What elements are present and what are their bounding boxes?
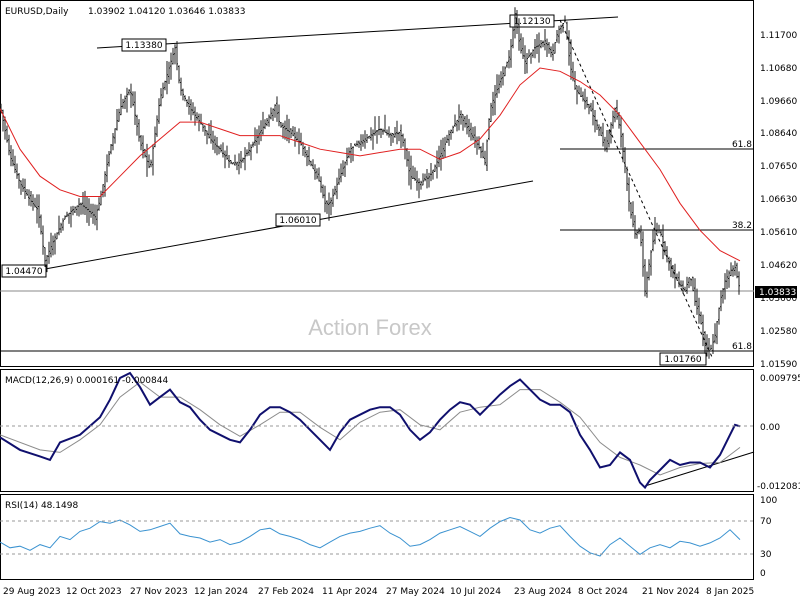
rsi-line [0, 516, 741, 557]
macd-main-line [0, 371, 741, 490]
symbol-label: EURUSD,Daily [5, 7, 69, 17]
swing-label-box [1, 264, 47, 278]
fib-label-38-2: 38.2 [732, 221, 752, 231]
macd-panel [0, 369, 754, 492]
price-tick: 1.10680 [760, 64, 797, 74]
date-tick: 8 Oct 2024 [578, 587, 628, 597]
rsi-axis: 100 70 30 0 [760, 496, 777, 579]
price-tick: 1.04620 [760, 261, 797, 271]
last-price-box [755, 286, 797, 298]
swing-label-box [121, 38, 167, 52]
price-tick: 1.03600 [760, 294, 797, 304]
date-tick: 21 Nov 2024 [642, 587, 700, 597]
moving-average-line [0, 67, 741, 262]
price-axis: 1.11700 1.10680 1.09660 1.08640 1.07650 … [755, 31, 797, 370]
price-tick: 1.01590 [760, 360, 797, 370]
macd-tick: -0.012081 [757, 482, 800, 492]
macd-axis: 0.009795 0.00 -0.012081 [757, 374, 800, 492]
price-tick: 1.02580 [760, 327, 797, 337]
price-tick: 1.07650 [760, 162, 797, 172]
date-tick: 27 May 2024 [386, 587, 445, 597]
date-tick: 12 Jan 2024 [194, 587, 248, 597]
swing-label-box [275, 213, 321, 227]
swing-label-box [509, 14, 555, 28]
price-tick: 1.06630 [760, 195, 797, 205]
macd-lines [0, 371, 741, 490]
rsi-tick: 100 [760, 496, 777, 506]
fib-label-61-8-lower: 61.8 [732, 342, 752, 352]
rsi-lines [0, 516, 741, 557]
swing-label-low-3: 1.01760 [664, 355, 701, 365]
swing-label-low-1: 1.06010 [279, 216, 316, 226]
date-tick: 10 Jul 2024 [450, 587, 501, 597]
swing-labels: 1.13380 1.12130 1.06010 1.04470 1.01760 [1, 14, 707, 366]
date-tick: 12 Oct 2023 [66, 587, 122, 597]
swing-label-box [659, 352, 707, 366]
fib-label-61-8-upper: 61.8 [732, 140, 752, 150]
rsi-tick: 0 [760, 569, 766, 579]
moving-average [0, 67, 741, 262]
swing-label-low-2: 1.04470 [5, 267, 42, 277]
date-tick: 23 Aug 2024 [514, 587, 572, 597]
date-axis: 29 Aug 2023 12 Oct 2023 27 Nov 2023 12 J… [3, 587, 754, 597]
date-tick: 8 Jan 2025 [706, 587, 754, 597]
price-tick: 1.11700 [760, 31, 797, 41]
last-price-label: 1.03833 [759, 288, 796, 298]
rsi-panel [0, 494, 754, 580]
macd-signal-line [0, 381, 741, 476]
rsi-tick: 70 [760, 517, 772, 527]
macd-tick: 0.009795 [760, 374, 800, 384]
swing-label-high-1: 1.13380 [125, 41, 162, 51]
ohlc-readout: 1.03902 1.04120 1.03646 1.03833 [88, 7, 245, 17]
macd-support-line [644, 451, 755, 487]
date-tick: 27 Feb 2024 [258, 587, 314, 597]
swing-label-high-2: 1.12130 [513, 17, 550, 27]
fib-levels [0, 148, 754, 352]
macd-tick: 0.00 [760, 423, 780, 433]
price-tick: 1.08640 [760, 129, 797, 139]
date-tick: 29 Aug 2023 [3, 587, 61, 597]
watermark: Action Forex [308, 315, 432, 340]
rsi-title: RSI(14) 48.1498 [5, 501, 78, 511]
date-tick: 11 Apr 2024 [322, 587, 378, 597]
date-tick: 27 Nov 2023 [130, 587, 188, 597]
price-tick: 1.05610 [760, 228, 797, 238]
macd-title: MACD(12,26,9) 0.000161 -0.000844 [5, 376, 168, 386]
fib-swing-line [559, 19, 713, 358]
price-tick: 1.09660 [760, 97, 797, 107]
rsi-tick: 30 [760, 550, 772, 560]
